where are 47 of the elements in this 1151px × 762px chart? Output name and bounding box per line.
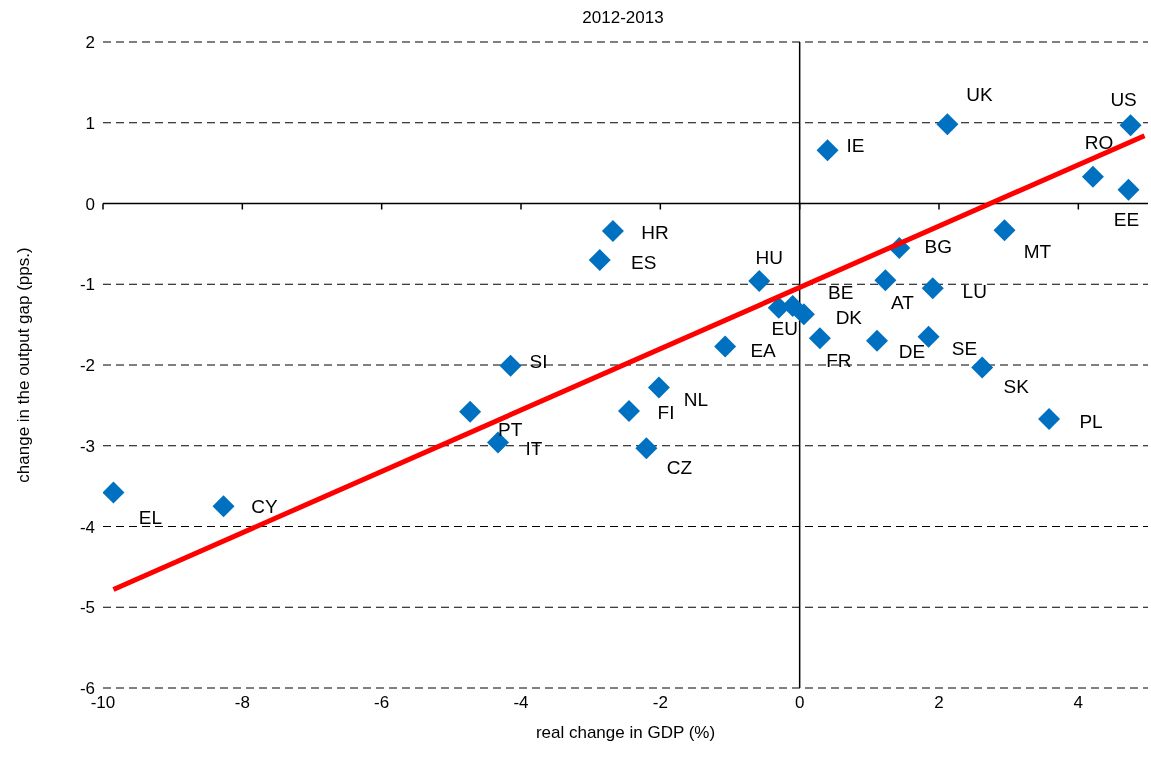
annotation: EU [771, 318, 798, 340]
annotation: PT [498, 419, 523, 441]
annotation: IT [525, 438, 543, 460]
annotation: FI [657, 401, 675, 423]
annotation: SK [1003, 375, 1030, 397]
annotation: DK [835, 306, 863, 328]
annotation: HR [641, 222, 669, 244]
annotation: BG [924, 236, 953, 258]
annotation: UK [966, 83, 993, 105]
annotation: LU [962, 280, 987, 302]
annotation: SE [951, 338, 978, 360]
y-tick-label: 0 [85, 194, 95, 214]
y-tick-label: -1 [79, 275, 95, 295]
y-tick-label: -5 [79, 598, 95, 618]
chart-title: 2012-2013 [581, 8, 665, 29]
y-tick-label: 2 [85, 33, 95, 53]
annotation: IE [846, 134, 865, 156]
x-tick-label: -6 [374, 693, 390, 713]
annotation: US [1110, 88, 1137, 110]
y-axis-title: change in the output gap (pps.) [14, 247, 34, 483]
annotation: AT [890, 291, 915, 313]
annotation: PL [1079, 410, 1103, 432]
annotation: EE [1113, 209, 1140, 231]
y-tick-label: -4 [79, 517, 95, 537]
x-tick-label: -4 [513, 693, 529, 713]
annotation: EA [750, 339, 777, 361]
y-tick-label: 1 [85, 113, 95, 133]
x-tick-label: 2 [934, 693, 944, 713]
annotation: EL [138, 507, 163, 529]
x-tick-label: -2 [652, 693, 668, 713]
annotation: BE [828, 281, 854, 303]
annotation: ES [631, 251, 657, 273]
annotation: CY [251, 495, 279, 517]
x-axis-title: real change in GDP (%) [535, 723, 716, 742]
annotation: DE [898, 341, 926, 363]
x-tick-label: 0 [794, 693, 805, 713]
annotation: SI [529, 351, 548, 373]
annotation: FR [826, 349, 852, 371]
annotation: NL [683, 389, 709, 411]
annotation: MT [1023, 240, 1052, 262]
y-tick-label: -3 [79, 436, 95, 456]
x-tick-label: 4 [1073, 693, 1084, 713]
annotation: HU [755, 246, 783, 268]
annotation: RO [1084, 132, 1114, 154]
annotation: CZ [666, 456, 693, 478]
x-tick-label: -8 [234, 693, 250, 713]
y-tick-label: -2 [79, 356, 95, 376]
